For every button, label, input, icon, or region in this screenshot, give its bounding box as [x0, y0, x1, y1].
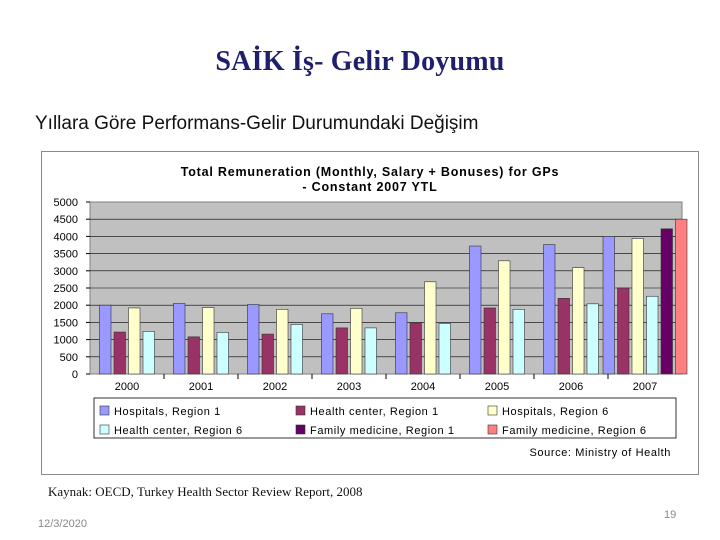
legend-box [93, 397, 677, 439]
bar [646, 295, 659, 375]
legend-swatch [487, 405, 498, 416]
slide-title: SAİK İş- Gelir Doyumu [215, 46, 505, 77]
bar [424, 281, 437, 375]
bar [498, 260, 511, 375]
y-tick-label: 4000 [54, 231, 78, 243]
bar [99, 304, 112, 375]
chart-frame: Total Remuneration (Monthly, Salary + Bo… [41, 151, 699, 475]
bar [409, 322, 422, 375]
bar [438, 323, 451, 375]
y-tick-label: 2000 [54, 300, 78, 312]
bar [142, 331, 155, 375]
y-tick-label: 500 [60, 352, 78, 364]
bar [290, 324, 303, 375]
source-caption: Kaynak: OECD, Turkey Health Sector Revie… [48, 484, 363, 499]
bar [173, 303, 186, 375]
x-tick-label: 2000 [115, 381, 139, 393]
legend-swatch [487, 424, 498, 435]
bar [276, 309, 289, 375]
bar [261, 333, 274, 375]
bar [364, 327, 377, 375]
bar [202, 307, 215, 375]
x-tick-label: 2006 [559, 381, 583, 393]
legend-swatch [99, 405, 110, 416]
footer-date: 12/3/2020 [38, 518, 87, 530]
legend-swatch [295, 424, 306, 435]
y-tick-label: 2500 [54, 283, 78, 295]
x-tick-label: 2001 [189, 381, 213, 393]
bar [128, 307, 141, 375]
chart-subtitle: - Constant 2007 YTL [302, 180, 437, 194]
x-tick-label: 2007 [633, 381, 657, 393]
legend-swatch [99, 424, 110, 435]
page-number: 19 [664, 509, 677, 521]
chart-title: Total Remuneration (Monthly, Salary + Bo… [181, 165, 560, 179]
bar [602, 236, 615, 375]
bar [543, 244, 556, 375]
x-tick-label: 2003 [337, 381, 361, 393]
bar [557, 298, 570, 375]
x-tick-label: 2002 [263, 381, 287, 393]
bar [631, 238, 644, 375]
legend-label: Family medicine, Region 6 [502, 425, 647, 437]
legend-label: Health center, Region 1 [310, 406, 439, 418]
slide-subtitle: Yıllara Göre Performans-Gelir Durumundak… [35, 113, 479, 134]
x-tick-label: 2004 [411, 381, 435, 393]
bar [395, 312, 408, 375]
bar [675, 218, 688, 375]
y-tick-label: 4500 [54, 214, 78, 226]
bar [321, 313, 334, 375]
y-tick-label: 3000 [54, 266, 78, 278]
bar [350, 307, 363, 375]
remuneration-chart: Total Remuneration (Monthly, Salary + Bo… [54, 165, 688, 459]
legend-swatch [295, 405, 306, 416]
bar [586, 303, 599, 375]
bar [512, 309, 525, 375]
legend-label: Health center, Region 6 [114, 425, 243, 437]
bar [483, 307, 496, 375]
y-tick-label: 3500 [54, 249, 78, 261]
bar [247, 304, 260, 375]
y-tick-label: 1500 [54, 317, 78, 329]
bar [187, 336, 200, 375]
x-tick-label: 2005 [485, 381, 509, 393]
bar [113, 331, 126, 375]
bar [617, 287, 630, 375]
y-tick-label: 0 [72, 369, 78, 381]
legend-label: Family medicine, Region 1 [310, 425, 455, 437]
bar [572, 267, 585, 375]
source-note: Source: Ministry of Health [529, 447, 671, 459]
bar [469, 245, 482, 375]
y-tick-label: 5000 [54, 197, 78, 209]
bar [335, 327, 348, 375]
legend-label: Hospitals, Region 1 [114, 406, 221, 418]
bar [216, 332, 229, 375]
bar [660, 228, 673, 375]
legend-label: Hospitals, Region 6 [502, 406, 609, 418]
y-tick-label: 1000 [54, 335, 78, 347]
